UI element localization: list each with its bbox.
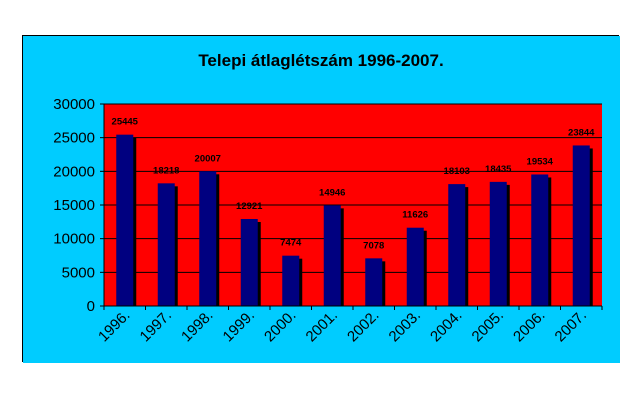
- y-tick-label: 30000: [53, 96, 95, 113]
- data-label: 12921: [236, 201, 263, 212]
- gridlines: [104, 103, 602, 273]
- y-tick-label: 25000: [53, 130, 95, 147]
- y-tick-label: 15000: [53, 197, 95, 214]
- data-label: 18103: [444, 166, 470, 177]
- bar: [282, 255, 300, 306]
- y-tick-label: 0: [87, 298, 95, 315]
- data-label: 11626: [402, 210, 428, 221]
- data-label: 18435: [485, 164, 512, 175]
- y-axis-tick-labels: 0 5000 10000 15000 20000 25000 30000: [53, 96, 104, 315]
- bar-chart: Telepi átlaglétszám 1996-2007. 0 5000 1000…: [23, 36, 620, 363]
- y-tick-label: 20000: [53, 163, 95, 180]
- y-tick-label: 5000: [62, 264, 95, 281]
- bar: [199, 171, 217, 306]
- bar: [531, 174, 549, 306]
- data-label: 18218: [153, 165, 179, 176]
- bar: [448, 184, 466, 306]
- data-label: 23844: [568, 127, 595, 138]
- chart-title: Telepi átlaglétszám 1996-2007.: [198, 51, 443, 70]
- data-label: 25445: [112, 117, 139, 128]
- bar: [116, 134, 134, 306]
- bar: [406, 227, 424, 306]
- bar: [240, 218, 258, 306]
- chart-area: Telepi átlaglétszám 1996-2007. 0 5000 1000…: [22, 35, 620, 363]
- data-label: 19534: [527, 156, 554, 167]
- bar: [489, 181, 507, 306]
- bars: [116, 134, 593, 306]
- bar: [157, 183, 175, 306]
- bar: [323, 205, 341, 306]
- data-label: 7078: [363, 240, 384, 251]
- data-label: 14946: [319, 187, 345, 198]
- bar: [572, 145, 590, 306]
- y-tick-label: 10000: [53, 231, 95, 248]
- data-label: 7474: [280, 238, 302, 249]
- data-labels: 25445 18218 20007 12921 7474 14946 7078 11626 18…: [112, 117, 596, 252]
- data-label: 20007: [195, 153, 221, 164]
- bar: [365, 258, 383, 306]
